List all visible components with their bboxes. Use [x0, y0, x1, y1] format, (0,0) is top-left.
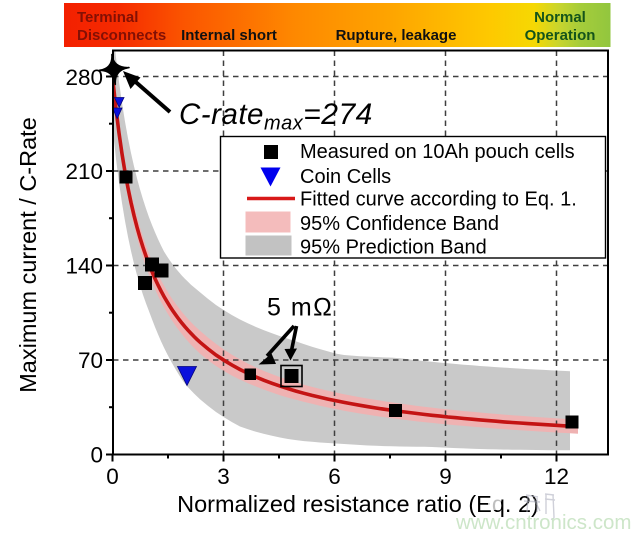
svg-text:95% Confidence Band: 95% Confidence Band	[300, 213, 499, 235]
svg-text:Coin Cells: Coin Cells	[300, 166, 391, 188]
svg-text:Disconnects: Disconnects	[77, 27, 166, 44]
svg-text:Normalized resistance ratio (E: Normalized resistance ratio (Eq. 2)	[177, 491, 539, 517]
svg-text:Maximum current / C-Rate: Maximum current / C-Rate	[15, 117, 41, 393]
svg-text:Normal: Normal	[534, 9, 586, 26]
svg-text:12: 12	[544, 464, 569, 489]
svg-text:210: 210	[65, 159, 103, 184]
svg-text:Operation: Operation	[525, 27, 596, 44]
svg-text:Fitted curve according to Eq.: Fitted curve according to Eq. 1.	[300, 189, 577, 211]
svg-text:140: 140	[65, 254, 103, 279]
svg-text:Terminal: Terminal	[77, 9, 138, 26]
svg-text:5 mΩ: 5 mΩ	[267, 294, 333, 322]
svg-text:9: 9	[439, 464, 452, 489]
svg-text:0: 0	[106, 464, 119, 489]
svg-text:95% Prediction Band: 95% Prediction Band	[300, 237, 487, 259]
svg-text:3: 3	[217, 464, 230, 489]
svg-text:70: 70	[78, 348, 103, 373]
svg-text:www.cntronics.com: www.cntronics.com	[455, 511, 631, 534]
svg-text:Measured on 10Ah pouch cells: Measured on 10Ah pouch cells	[300, 141, 575, 163]
svg-text:0: 0	[90, 443, 103, 468]
svg-text:6: 6	[328, 464, 341, 489]
svg-text:280: 280	[65, 65, 103, 90]
svg-text:Internal short: Internal short	[181, 27, 277, 44]
svg-text:Rupture, leakage: Rupture, leakage	[336, 27, 457, 44]
